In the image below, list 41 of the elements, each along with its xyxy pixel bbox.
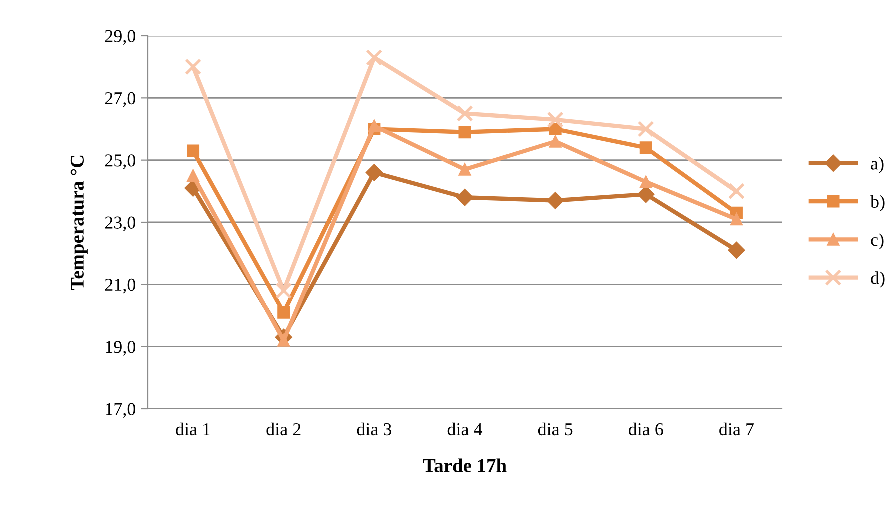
point — [640, 142, 652, 154]
x-tick-label: dia 5 — [538, 422, 573, 436]
x-tick-label: dia 3 — [357, 422, 392, 436]
legend-label: a) — [871, 157, 884, 174]
point — [547, 112, 564, 128]
legend-label: c) — [871, 233, 884, 250]
y-tick-label: 27,0 — [105, 92, 136, 108]
point — [458, 163, 472, 176]
point — [728, 183, 746, 200]
point — [730, 213, 743, 226]
x-tick-label: dia 4 — [448, 422, 483, 436]
point — [456, 105, 474, 122]
x-axis-title: Tarde 17h — [423, 458, 507, 472]
point — [184, 58, 202, 76]
legend-label: b) — [870, 195, 885, 212]
x-tick-label: dia 7 — [720, 422, 754, 436]
point — [456, 189, 474, 206]
point — [458, 126, 472, 139]
point — [276, 282, 292, 300]
y-tick-label: 17,0 — [106, 403, 136, 418]
y-tick-label: 19,0 — [106, 341, 136, 356]
point — [187, 144, 200, 158]
point — [366, 49, 383, 66]
point — [549, 135, 562, 148]
point — [368, 120, 381, 132]
point — [728, 242, 746, 260]
y-axis-title: Temperatura °C — [70, 156, 88, 290]
x-tick-label: dia 6 — [628, 422, 664, 436]
y-tick-label: 21,0 — [105, 278, 136, 294]
y-tick-label: 25,0 — [105, 154, 136, 170]
point — [187, 170, 200, 182]
point — [278, 306, 290, 319]
legend-label: d) — [871, 272, 885, 288]
y-tick-label: 23,0 — [105, 216, 136, 232]
point — [366, 164, 383, 182]
point — [638, 120, 654, 138]
y-tick-label: 29,0 — [105, 30, 136, 46]
x-tick-label: dia 1 — [176, 422, 210, 436]
point — [640, 176, 652, 188]
point — [547, 192, 564, 210]
x-tick-label: dia 2 — [266, 422, 301, 436]
